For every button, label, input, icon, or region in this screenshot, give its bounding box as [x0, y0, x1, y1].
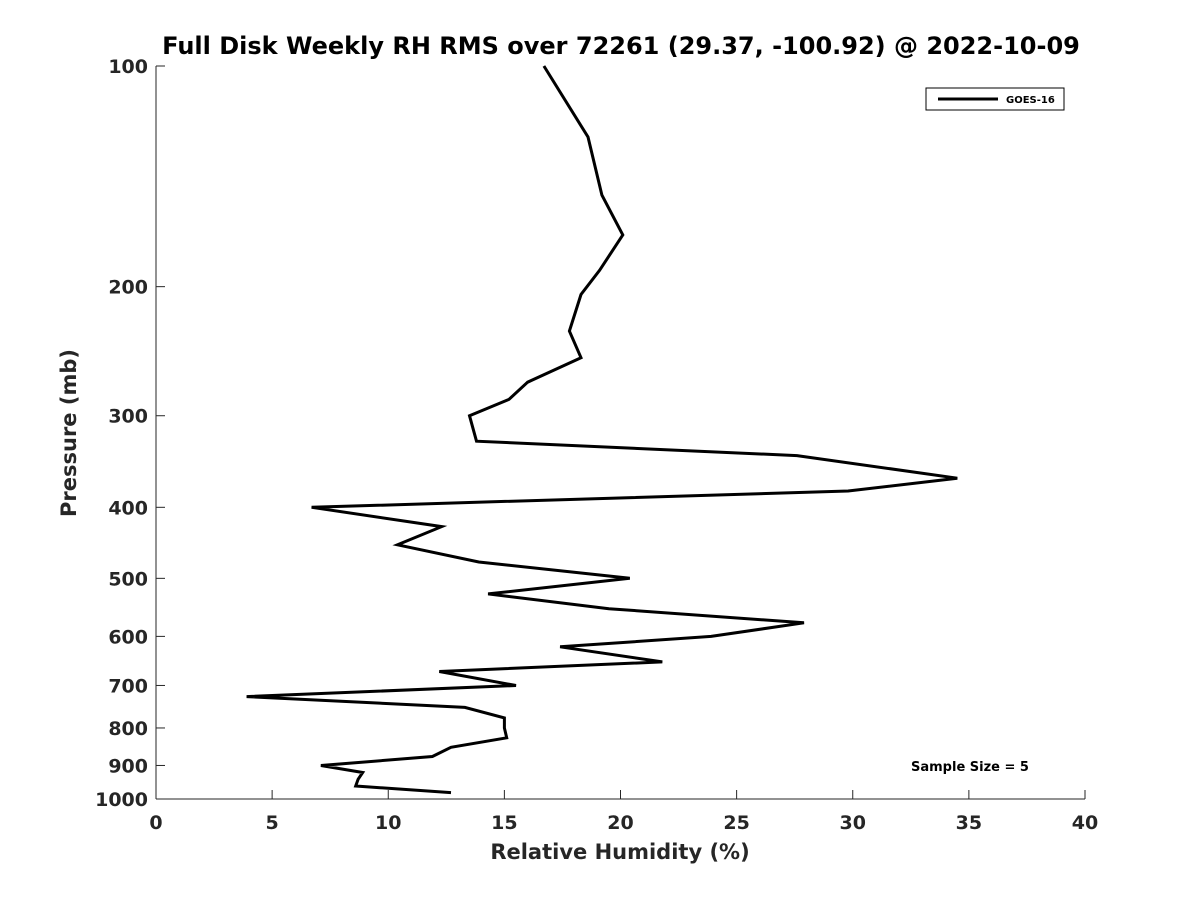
y-tick-label: 800 [108, 718, 148, 740]
x-tick-label: 15 [491, 812, 517, 834]
x-tick-label: 0 [149, 812, 162, 834]
y-tick-label: 400 [108, 497, 148, 519]
y-axis-ticks: 100 200 300 400 500 600 700 800 900 1000 [95, 56, 165, 811]
x-tick-label: 5 [266, 812, 279, 834]
series-line-goes-16 [246, 65, 958, 795]
x-tick-label: 40 [1072, 812, 1098, 834]
x-tick-label: 20 [607, 812, 633, 834]
y-tick-label: 700 [108, 675, 148, 697]
x-tick-label: 30 [840, 812, 866, 834]
x-axis-ticks: 0 5 10 15 20 25 30 35 40 [149, 790, 1098, 834]
x-axis-label: Relative Humidity (%) [490, 840, 749, 864]
y-tick-label: 500 [108, 568, 148, 590]
y-tick-label: 300 [108, 406, 148, 428]
sample-size-annotation: Sample Size = 5 [911, 760, 1029, 775]
y-axis-label: Pressure (mb) [57, 349, 81, 517]
y-tick-label: 900 [108, 755, 148, 777]
x-tick-label: 25 [723, 812, 749, 834]
x-tick-label: 10 [375, 812, 401, 834]
y-tick-label: 200 [108, 277, 148, 299]
y-tick-label: 100 [108, 56, 148, 78]
legend-label-goes-16: GOES-16 [1006, 95, 1055, 106]
y-tick-label: 600 [108, 626, 148, 648]
legend: GOES-16 [925, 87, 1065, 111]
chart-title: Full Disk Weekly RH RMS over 72261 (29.3… [162, 32, 1080, 60]
x-tick-label: 35 [956, 812, 982, 834]
plot-axes [155, 66, 1085, 800]
y-tick-label: 1000 [95, 789, 148, 811]
